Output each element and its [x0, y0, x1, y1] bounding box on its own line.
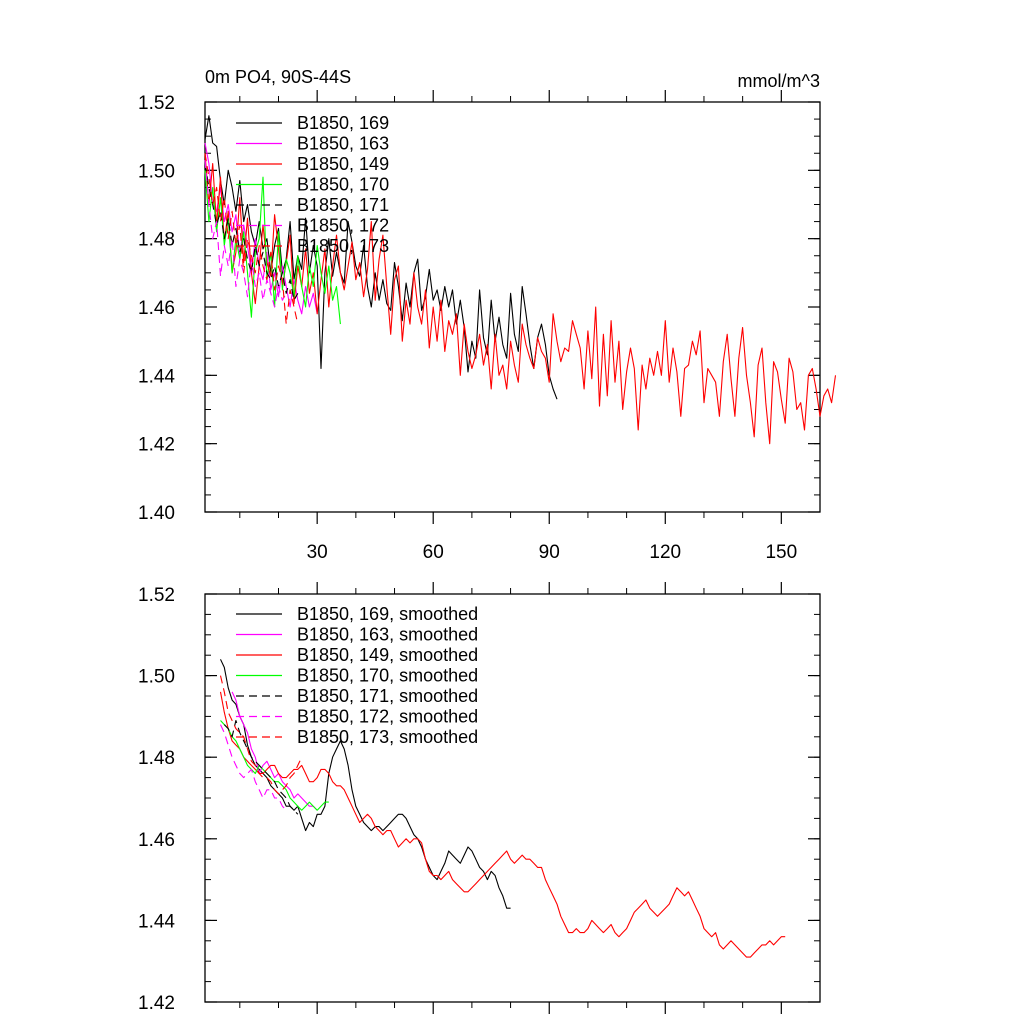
series-line-1	[220, 659, 511, 909]
y-tick-label: 1.52	[138, 585, 175, 606]
y-tick-label: 1.52	[138, 93, 175, 114]
series-line-3	[204, 153, 837, 445]
y-tick-label: 1.46	[138, 298, 175, 319]
chart-title: 0m PO4, 90S-44S	[205, 67, 351, 87]
y-tick-label: 1.46	[138, 830, 175, 851]
legend-label: B1850, 149, smoothed	[297, 645, 478, 665]
series-line-1	[204, 115, 558, 400]
legend-label: B1850, 149	[297, 154, 389, 174]
y-tick-label: 1.44	[138, 366, 175, 387]
series-line-5	[223, 719, 299, 815]
legend-label: B1850, 173, smoothed	[297, 727, 478, 747]
y-tick-label: 1.42	[138, 435, 175, 456]
x-tick-label: 90	[539, 542, 560, 563]
legend-label: B1850, 172	[297, 216, 389, 236]
bottom-panel: 1.42 1.44 1.46 1.48 1.50 1.52 B1850, 169, smoo…	[138, 582, 821, 1014]
y-tick-label: 1.42	[138, 993, 175, 1014]
legend-label: B1850, 173	[297, 236, 389, 256]
x-tick-label: 30	[307, 542, 328, 563]
series-line-7	[204, 153, 299, 325]
x-tick-label: 150	[765, 542, 797, 563]
legend-label: B1850, 163, smoothed	[297, 625, 478, 645]
units-label: mmol/m^3	[738, 71, 820, 91]
series-line-2	[204, 142, 318, 315]
series-line-7	[219, 675, 303, 795]
legend-label: B1850, 169	[297, 113, 389, 133]
legend-label: B1850, 170, smoothed	[297, 666, 478, 686]
x-tick-label: 120	[649, 542, 681, 563]
legend-label: B1850, 171, smoothed	[297, 686, 478, 706]
top-panel: 1.40 1.42 1.44 1.46 1.48 1.50 1.52 30 60 90 120 150…	[138, 90, 837, 563]
y-tick-label: 1.48	[138, 230, 175, 251]
y-tick-label: 1.48	[138, 748, 175, 769]
series-line-3	[219, 691, 786, 958]
y-tick-label: 1.44	[138, 911, 175, 932]
legend-label: B1850, 171	[297, 195, 389, 215]
legend-label: B1850, 163	[297, 134, 389, 154]
x-tick-label: 60	[423, 542, 444, 563]
series-line-6	[220, 724, 287, 811]
y-tick-label: 1.50	[138, 667, 175, 688]
legend-label: B1850, 169, smoothed	[297, 604, 478, 624]
series-line-5	[204, 163, 299, 301]
legend-label: B1850, 172, smoothed	[297, 707, 478, 727]
legend-label: B1850, 170	[297, 175, 389, 195]
series-line-6	[204, 160, 287, 308]
series-line-2	[231, 691, 318, 811]
y-tick-label: 1.40	[138, 503, 175, 524]
y-tick-label: 1.50	[138, 161, 175, 182]
